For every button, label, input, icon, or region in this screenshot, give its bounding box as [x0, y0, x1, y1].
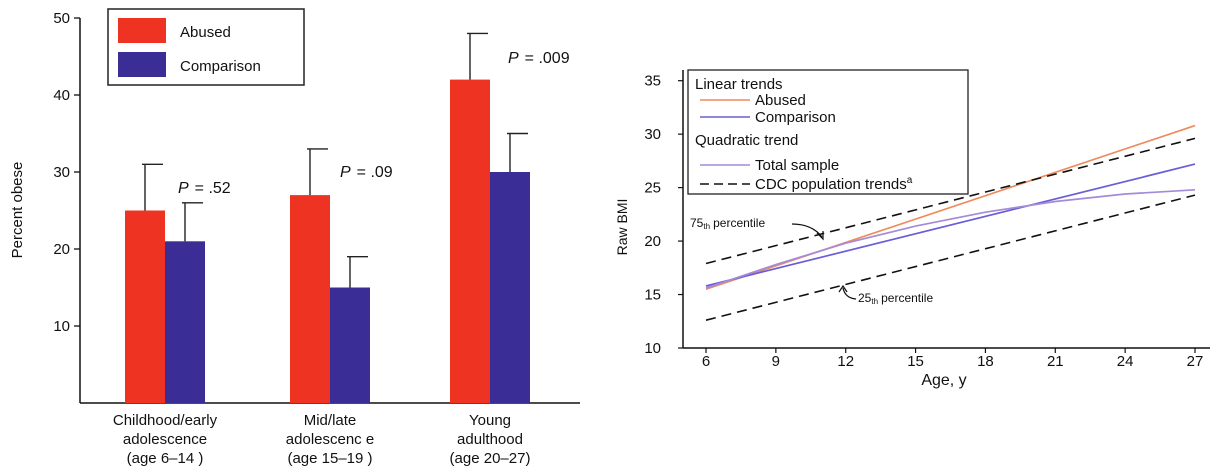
series-line-3 [705, 137, 1196, 265]
line-x-tick-label: 21 [1047, 353, 1064, 370]
series-line-2 [705, 188, 1196, 289]
bar-legend: Abused Comparison [107, 8, 305, 86]
series-line-4 [705, 194, 1196, 321]
line-axes [682, 70, 1210, 349]
annotation-25-arrowhead [838, 284, 848, 293]
line-legend-label-abused: Abused [755, 92, 806, 109]
bar-marks [125, 32, 530, 403]
p-value-annotation: P = .52 [178, 180, 231, 197]
percentile-annotation-75: 75th percentile [690, 216, 824, 241]
annotation-75-arrowhead [816, 231, 824, 241]
line-x-tick-label: 15 [907, 353, 924, 370]
bar-legend-swatch-comparison [118, 52, 166, 77]
bar-legend-swatch-abused [118, 18, 166, 43]
bar-category-label: Childhood/early adolescence (age 6–14 ) [113, 412, 218, 467]
bar-y-ticks: 10 20 30 40 50 [53, 10, 80, 335]
bar-category-label: Young adulthood (age 20–27) [450, 412, 531, 467]
line-y-ticks: 10 15 20 25 30 35 [644, 73, 683, 357]
bar-chart: Percent obese 10 20 30 40 50 Childhood/early… [9, 8, 580, 467]
bar-comparison [165, 241, 205, 403]
percentile-annotation-25: 25th percentile [838, 284, 933, 306]
bar-abused [450, 79, 490, 403]
line-x-tick-label: 12 [837, 353, 854, 370]
bar-abused [290, 195, 330, 403]
line-y-tick-label: 35 [644, 73, 661, 90]
line-chart: Raw BMI Age, y 10 15 20 25 30 35 6 9 12 15 18 21 24… [614, 69, 1210, 389]
line-x-tick-label: 9 [772, 353, 780, 370]
bar-legend-label-comparison: Comparison [180, 58, 261, 75]
bar-p-value-annotations: P = .52 P = .09 P = .009 [178, 50, 570, 197]
annotation-25-arrow [842, 287, 857, 300]
bar-y-tick-label: 40 [53, 87, 70, 104]
bar-category-labels: Childhood/early adolescence (age 6–14 ) Mid… [113, 412, 531, 467]
line-y-tick-label: 25 [644, 180, 661, 197]
line-y-axis-label: Raw BMI [614, 199, 630, 256]
bar-comparison [490, 172, 530, 403]
line-series [705, 124, 1196, 321]
p-value-annotation: P = .009 [508, 50, 570, 67]
bar-y-tick-label: 30 [53, 164, 70, 181]
line-legend-group-linear: Linear trends [695, 76, 783, 93]
bar-y-axis-label: Percent obese [9, 162, 26, 259]
line-legend-label-comparison: Comparison [755, 109, 836, 126]
line-x-ticks: 6 9 12 15 18 21 24 27 [702, 348, 1204, 370]
bar-category-label: Mid/late adolescenc e (age 15–19 ) [286, 412, 374, 467]
line-legend-label-total: Total sample [755, 157, 839, 174]
line-x-tick-label: 6 [702, 353, 710, 370]
line-x-tick-label: 18 [977, 353, 994, 370]
line-legend-frame [687, 69, 969, 195]
bar-y-tick-label: 10 [53, 318, 70, 335]
bar-y-tick-label: 50 [53, 10, 70, 27]
bar-abused [125, 210, 165, 403]
p-value-annotation: P = .09 [340, 164, 393, 181]
line-x-axis-label: Age, y [921, 372, 966, 389]
annotation-25-text: 25th percentile [858, 291, 933, 306]
line-legend-group-quadratic: Quadratic trend [695, 132, 798, 149]
line-y-tick-label: 15 [644, 287, 661, 304]
series-line-0 [705, 124, 1196, 291]
bar-y-tick-label: 20 [53, 241, 70, 258]
annotation-75-arrow [791, 223, 823, 238]
annotation-75-text: 75th percentile [690, 216, 765, 231]
bar-legend-label-abused: Abused [180, 24, 231, 41]
bar-comparison [330, 287, 370, 403]
line-legend-label-cdc: CDC population trendsa [755, 175, 913, 193]
line-x-tick-label: 27 [1187, 353, 1204, 370]
line-x-tick-label: 24 [1117, 353, 1134, 370]
line-y-tick-label: 30 [644, 126, 661, 143]
series-line-1 [705, 163, 1196, 287]
line-legend: Linear trends Abused Comparison Quadrati… [687, 69, 969, 195]
line-y-tick-label: 20 [644, 233, 661, 250]
line-y-tick-label: 10 [644, 340, 661, 357]
